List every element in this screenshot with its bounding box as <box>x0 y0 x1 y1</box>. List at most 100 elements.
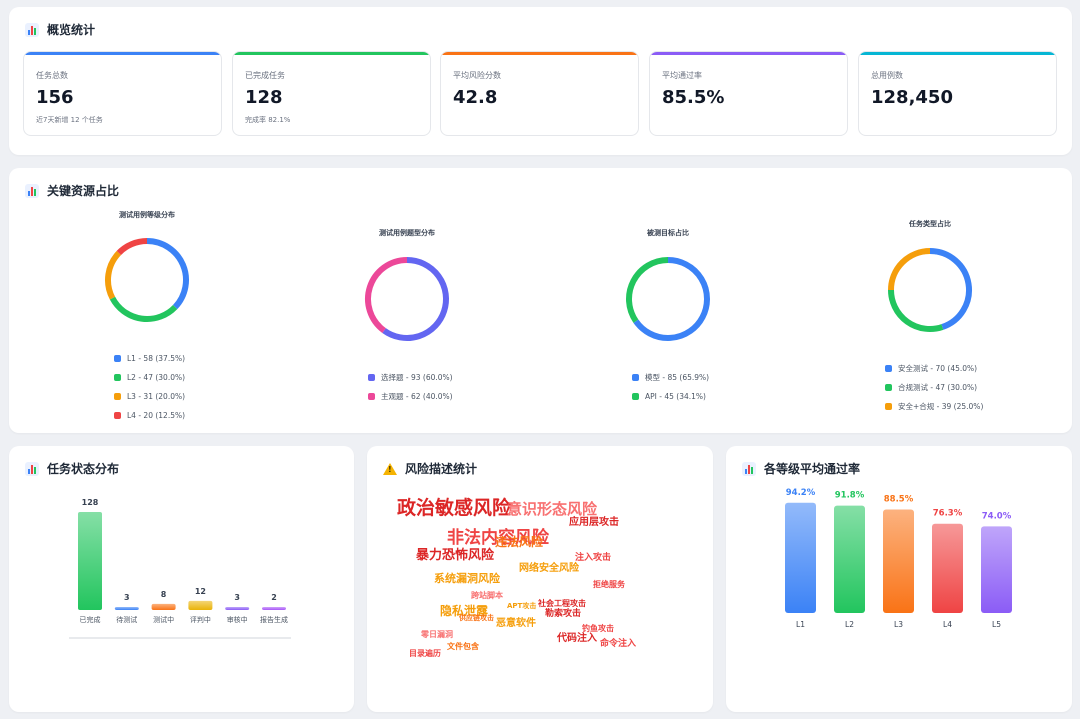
bar[interactable] <box>834 505 865 613</box>
legend-swatch <box>885 365 892 372</box>
word-cloud-word[interactable]: 拒绝服务 <box>593 580 625 589</box>
donut-title-case-level: 测试用例等级分布 <box>119 211 175 219</box>
legend-item[interactable]: 选择题 - 93 (60.0%) <box>368 368 453 387</box>
bar[interactable] <box>981 526 1012 613</box>
donut-slice[interactable] <box>109 296 178 322</box>
legend-label: 安全测试 - 70 (45.0%) <box>898 364 978 373</box>
word-cloud-word[interactable]: 政治敏感风险 <box>397 497 512 519</box>
donut-chart-case-type <box>365 257 449 341</box>
word-cloud-word[interactable]: 违法风险 <box>495 535 544 549</box>
passrate-title-text: 各等级平均通过率 <box>764 462 861 476</box>
legend-item[interactable]: L4 - 20 (12.5%) <box>114 406 185 425</box>
word-cloud-word[interactable]: 意识形态风险 <box>507 500 598 518</box>
word-cloud-word[interactable]: 命令注入 <box>600 639 637 649</box>
donut-slice[interactable] <box>888 289 944 332</box>
legend-swatch <box>632 374 639 381</box>
legend-item[interactable]: API - 45 (34.1%) <box>632 387 709 406</box>
word-cloud-word[interactable]: 注入攻击 <box>575 553 612 563</box>
kpi-value: 128,450 <box>871 87 953 108</box>
legend-label: 模型 - 85 (65.9%) <box>645 373 710 382</box>
x-tick-label: L2 <box>845 620 854 629</box>
word-cloud-word[interactable]: 系统漏洞风险 <box>434 572 500 585</box>
word-cloud-word[interactable]: 勒索攻击 <box>545 609 582 619</box>
donut-title-target: 被测目标占比 <box>647 229 689 237</box>
legend-swatch <box>368 374 375 381</box>
word-cloud-word[interactable]: 暴力恐怖风险 <box>416 548 495 563</box>
bar-value-label: 76.3% <box>933 509 963 519</box>
legend-item[interactable]: L1 - 58 (37.5%) <box>114 349 185 368</box>
kpi-card-total-cases: 总用例数 128,450 <box>858 51 1057 136</box>
word-cloud-word[interactable]: 文件包含 <box>447 642 479 651</box>
bar-value-label: 88.5% <box>884 494 914 504</box>
legend-item[interactable]: 主观题 - 62 (40.0%) <box>368 387 453 406</box>
word-cloud-word[interactable]: 应用层攻击 <box>569 517 619 528</box>
legend-label: L1 - 58 (37.5%) <box>127 354 186 363</box>
legend-label: 合规测试 - 47 (30.0%) <box>898 383 978 392</box>
word-cloud-word[interactable]: 隐私泄露 <box>440 604 489 618</box>
legend-item[interactable]: 模型 - 85 (65.9%) <box>632 368 709 387</box>
legend-swatch <box>114 374 121 381</box>
kpi-value: 42.8 <box>453 87 498 108</box>
donut-chart-target <box>626 257 710 341</box>
donut-slice[interactable] <box>633 257 710 341</box>
donut-slice[interactable] <box>929 248 972 330</box>
legend-item[interactable]: 安全+合规 - 39 (25.0%) <box>885 397 983 416</box>
legend-target: 模型 - 85 (65.9%) API - 45 (34.1%) <box>632 368 709 406</box>
passrate-title: 各等级平均通过率 <box>742 460 860 477</box>
x-tick-label: 待测试 <box>116 615 137 624</box>
passrate-panel: 各等级平均通过率 94.2% L1 91.8% L2 88.5% L3 76.3% L4 74.… <box>726 446 1072 712</box>
kpi-sub: 完成率 82.1% <box>245 116 291 124</box>
donut-slice[interactable] <box>888 248 931 291</box>
kpi-label: 平均风险分数 <box>453 71 501 80</box>
word-cloud-word[interactable]: 网络安全风险 <box>519 563 579 574</box>
kpi-accent-bar <box>24 52 221 55</box>
warning-icon <box>383 462 397 475</box>
bar[interactable] <box>785 502 816 613</box>
donut-chart-case-level <box>105 238 189 322</box>
kpi-accent-bar <box>650 52 847 55</box>
legend-item[interactable]: 安全测试 - 70 (45.0%) <box>885 359 983 378</box>
overview-panel: 概览统计 任务总数 156 近7天新增 12 个任务 已完成任务 128 完成率… <box>9 7 1072 155</box>
risk-panel: 风险描述统计 政治敏感风险 意识形态风险 应用层攻击 非法内容风险 违法风险 暴… <box>367 446 713 712</box>
word-cloud-word[interactable]: 钓鱼攻击 <box>582 624 614 633</box>
word-cloud-word[interactable]: 供应链攻击 <box>459 614 494 622</box>
risk-title: 风险描述统计 <box>383 460 477 477</box>
word-cloud-word[interactable]: 目录遍历 <box>409 649 441 658</box>
legend-task-type: 安全测试 - 70 (45.0%) 合规测试 - 47 (30.0%) 安全+合… <box>885 359 983 416</box>
bar-value-label: 3 <box>124 593 130 602</box>
resources-title: 关键资源占比 <box>25 182 119 199</box>
word-cloud-word[interactable]: 恶意软件 <box>496 618 536 629</box>
legend-item[interactable]: L2 - 47 (30.0%) <box>114 368 185 387</box>
word-cloud-word[interactable]: 跨站脚本 <box>471 591 503 600</box>
word-cloud-word[interactable]: APT攻击 <box>507 602 537 610</box>
donut-slice[interactable] <box>365 257 408 333</box>
donut-slice[interactable] <box>382 257 449 341</box>
bar[interactable] <box>262 607 286 610</box>
kpi-accent-bar <box>859 52 1056 55</box>
word-cloud-word[interactable]: 社会工程攻击 <box>538 599 586 608</box>
legend-item[interactable]: 合规测试 - 47 (30.0%) <box>885 378 983 397</box>
word-cloud-word[interactable]: 代码注入 <box>557 633 597 644</box>
bar[interactable] <box>151 603 176 610</box>
legend-swatch <box>632 393 639 400</box>
bar[interactable] <box>114 607 139 610</box>
bar[interactable] <box>225 607 250 610</box>
bar[interactable] <box>188 600 213 610</box>
bar-value-label: 91.8% <box>835 491 865 501</box>
kpi-accent-bar <box>441 52 638 55</box>
resources-panel: 关键资源占比 测试用例等级分布 L1 - 58 (37.5%) L2 - 47 … <box>9 168 1072 433</box>
legend-swatch <box>114 355 121 362</box>
legend-label: 选择题 - 93 (60.0%) <box>381 373 453 382</box>
legend-item[interactable]: L3 - 31 (20.0%) <box>114 387 185 406</box>
donut-slice[interactable] <box>105 250 122 300</box>
bar-value-label: 8 <box>161 590 167 599</box>
bar-chart-icon <box>25 22 39 37</box>
donut-slice[interactable] <box>116 238 148 256</box>
word-cloud-word[interactable]: 零日漏洞 <box>421 630 453 639</box>
bar[interactable] <box>932 523 963 613</box>
donut-slice[interactable] <box>626 257 669 323</box>
bar[interactable] <box>883 509 914 613</box>
donut-slice[interactable] <box>146 238 189 310</box>
bar[interactable] <box>78 512 102 610</box>
word-cloud-word[interactable]: 非法内容风险 <box>447 528 549 548</box>
